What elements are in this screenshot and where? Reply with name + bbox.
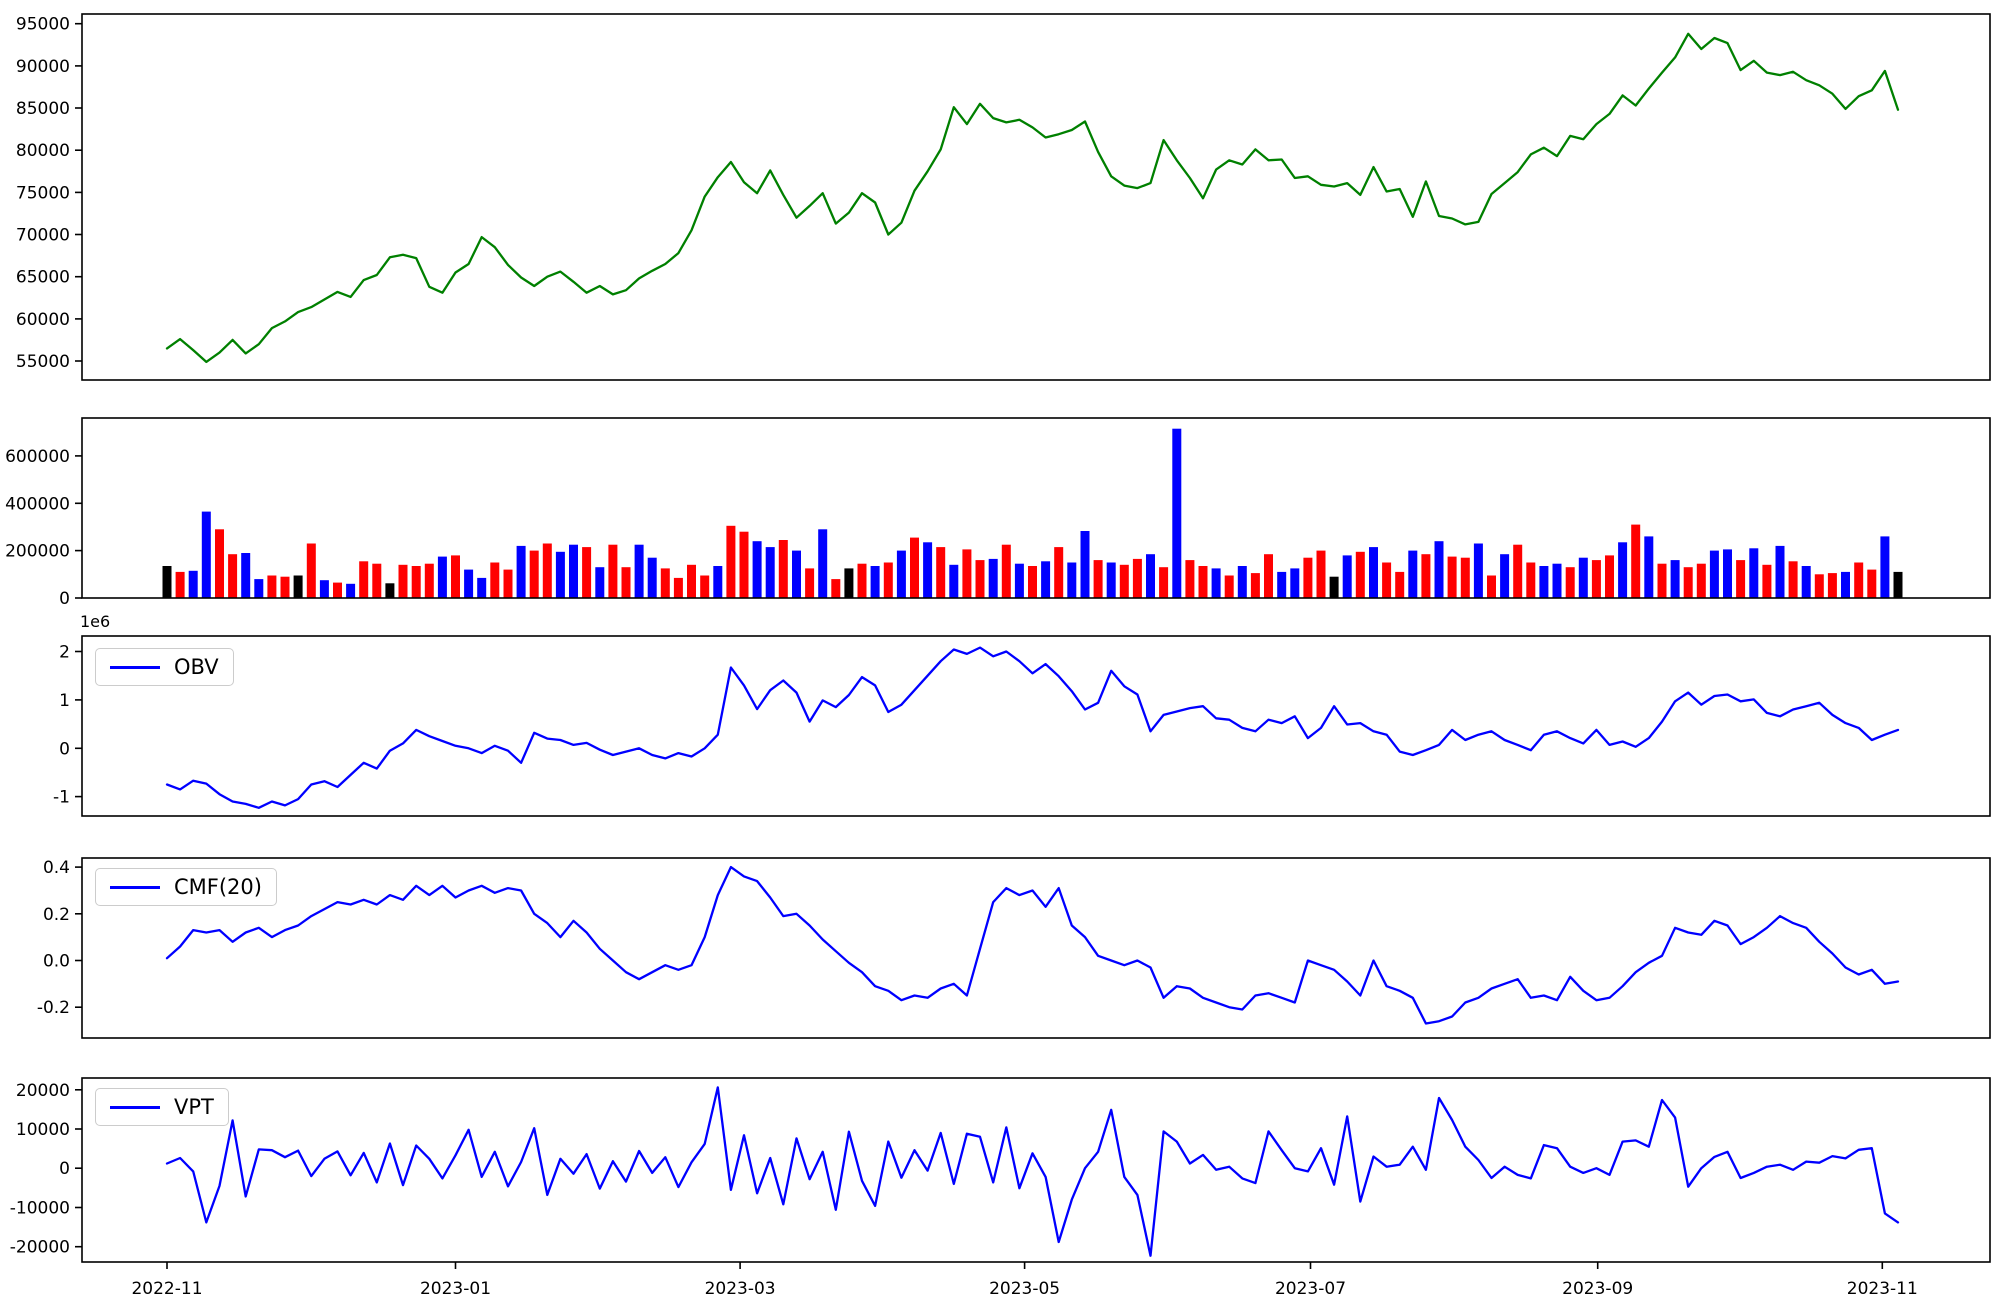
price-panel-border	[81, 13, 1991, 381]
cmf-y-tick-label: 0.4	[43, 858, 70, 878]
cmf-legend-line-icon	[110, 885, 160, 889]
vpt-y-tick-label: 10000	[16, 1120, 70, 1140]
obv-y-tick-label: 0	[59, 739, 70, 759]
obv-y-tick-label: 2	[59, 643, 70, 663]
cmf-panel: -0.2 0.0 0.2 0.4	[37, 857, 1991, 1039]
price-y-tick-label: 75000	[16, 183, 70, 203]
cmf-y-tick-label: -0.2	[37, 998, 70, 1018]
x-tick-label: 2023-01	[420, 1279, 491, 1299]
vpt-panel-border	[81, 1077, 1991, 1263]
price-y-tick-label: 95000	[16, 15, 70, 35]
cmf-line	[165, 865, 1900, 1025]
cmf-y-tick-label: 0.0	[43, 952, 70, 972]
price-y-tick-label: 90000	[16, 57, 70, 77]
vpt-y-tick-label: 0	[59, 1159, 70, 1179]
vpt-legend: VPT	[95, 1088, 229, 1126]
obv-legend-label: OBV	[174, 655, 219, 679]
volume-y-tick-label: 0	[59, 589, 70, 609]
x-tick-label: 2023-03	[705, 1279, 776, 1299]
volume-y-tick-label: 200000	[5, 542, 70, 562]
volume-panel-border	[81, 417, 1991, 599]
volume-bars	[162, 428, 1903, 598]
vpt-y-tick-label: 20000	[16, 1081, 70, 1101]
vpt-line	[165, 1086, 1900, 1257]
cmf-panel-border	[81, 857, 1991, 1039]
price-y-tick-label: 80000	[16, 141, 70, 161]
price-y-tick-label: 85000	[16, 99, 70, 119]
price-y-tick-label: 70000	[16, 226, 70, 246]
cmf-legend-label: CMF(20)	[174, 875, 262, 899]
obv-panel-border	[81, 635, 1991, 817]
x-tick-label: 2023-07	[1275, 1279, 1346, 1299]
vpt-legend-label: VPT	[174, 1095, 214, 1119]
vpt-y-tick-label: -20000	[10, 1238, 70, 1258]
x-tick-label: 2023-09	[1562, 1279, 1633, 1299]
price-panel: 55000 60000 65000 70000 75000 80000 85000 90000…	[16, 13, 1991, 381]
obv-legend-line-icon	[110, 665, 160, 669]
x-axis: 2022-11 2023-01 2023-03 2023-05 2023-07 2023-…	[131, 1262, 1918, 1299]
cmf-y-tick-label: 0.2	[43, 905, 70, 925]
vpt-panel: -20000 -10000 0 10000 20000	[10, 1077, 1991, 1263]
vpt-y-tick-label: -10000	[10, 1199, 70, 1219]
price-y-tick-label: 65000	[16, 268, 70, 288]
obv-y-tick-label: -1	[53, 788, 70, 808]
x-tick-label: 2023-11	[1847, 1279, 1918, 1299]
obv-panel: -1 0 1 2	[53, 635, 1991, 817]
volume-panel: 0 200000 400000 600000	[5, 417, 1991, 609]
obv-axis-offset-label: 1e6	[80, 612, 111, 631]
price-y-tick-label: 55000	[16, 352, 70, 372]
price-y-tick-label: 60000	[16, 310, 70, 330]
volume-y-tick-label: 600000	[5, 447, 70, 467]
vpt-legend-line-icon	[110, 1105, 160, 1109]
obv-legend: OBV	[95, 648, 234, 686]
volume-y-tick-label: 400000	[5, 494, 70, 514]
obv-line	[165, 646, 1900, 809]
cmf-legend: CMF(20)	[95, 868, 277, 906]
x-tick-label: 2023-05	[989, 1279, 1060, 1299]
obv-y-tick-label: 1	[59, 691, 70, 711]
x-tick-label: 2022-11	[131, 1279, 202, 1299]
price-line	[165, 32, 1900, 364]
